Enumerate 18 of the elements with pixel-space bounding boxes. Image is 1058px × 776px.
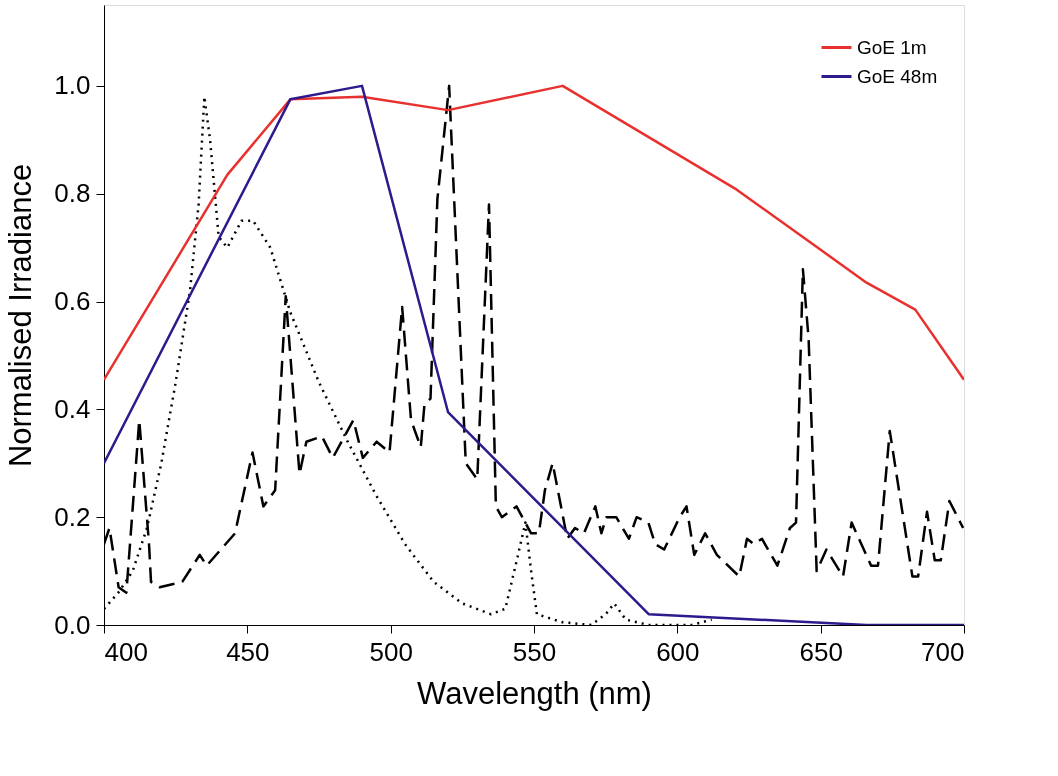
y-tick-label: 1.0	[54, 70, 91, 101]
y-tick-label: 0.4	[54, 393, 91, 424]
x-tick-label: 500	[369, 636, 413, 667]
line-series	[104, 84, 964, 381]
legend-label: GoE 48m	[857, 65, 938, 87]
x-tick-label: 700	[921, 636, 965, 667]
x-tick-label: 650	[799, 636, 843, 667]
y-tick-label: 0.0	[54, 609, 91, 640]
legend-label: GoE 1m	[857, 36, 927, 58]
x-tick-label: 450	[226, 636, 270, 667]
x-tick-label: 600	[656, 636, 700, 667]
y-axis-title: Normalised Irradiance	[3, 163, 39, 468]
y-tick-label: 0.6	[54, 286, 91, 317]
y-tick-label: 0.2	[54, 501, 91, 532]
x-axis-title: Wavelength (nm)	[417, 675, 652, 711]
y-tick-label: 0.8	[54, 178, 91, 209]
x-tick-label: 550	[512, 636, 557, 667]
x-tick-label: 400	[104, 636, 148, 667]
